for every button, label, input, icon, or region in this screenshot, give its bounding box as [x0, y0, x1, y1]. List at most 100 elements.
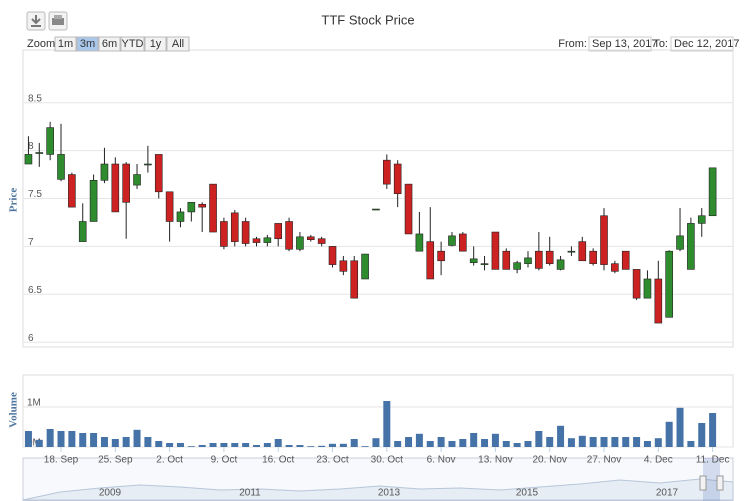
volume-bar	[24, 431, 32, 447]
candle-body	[415, 233, 424, 252]
volume-bar	[231, 443, 239, 447]
volume-bar	[198, 445, 206, 447]
candle-body	[459, 233, 467, 252]
to-input[interactable]	[670, 36, 734, 52]
y-tick-label: 8.5	[28, 93, 42, 104]
zoom-button[interactable]	[120, 36, 145, 52]
candle-body	[687, 223, 695, 270]
volume-bar	[220, 443, 228, 447]
volume-bar	[557, 425, 565, 447]
from-label: From:	[558, 38, 587, 50]
navigator-label: 2011	[239, 488, 261, 499]
x-tick-label: 20. Nov	[532, 455, 566, 466]
volume-bar	[502, 441, 510, 447]
to-label: To:	[653, 38, 668, 50]
x-tick-label: 4. Dec	[644, 455, 673, 466]
candle-body	[133, 174, 141, 186]
y-tick-label: 6	[28, 333, 34, 344]
volume-bar	[622, 437, 630, 447]
zoom-button-label: YTD	[122, 38, 144, 50]
volume-bar	[513, 443, 521, 447]
volume-bar	[35, 439, 43, 447]
candle-body	[176, 211, 185, 222]
candle-body	[469, 258, 478, 263]
candle-body	[252, 238, 261, 243]
zoom-button[interactable]	[144, 36, 167, 52]
candle-body	[437, 250, 445, 262]
volume-bar	[111, 439, 119, 447]
navigator[interactable]	[22, 457, 734, 501]
volume-bar	[350, 439, 358, 447]
volume-tick-label: 0M	[27, 438, 41, 449]
candle-body	[296, 236, 304, 250]
volume-bar	[600, 437, 608, 447]
volume-bar	[415, 433, 423, 447]
x-tick-label: 9. Oct	[211, 455, 238, 466]
zoom-button[interactable]	[98, 36, 121, 52]
print-button[interactable]	[48, 11, 68, 31]
candle-body	[632, 269, 641, 299]
download-button[interactable]	[26, 11, 46, 31]
candle-body	[535, 250, 543, 269]
candle-body	[578, 241, 587, 262]
x-tick-label: 11. Dec	[696, 455, 730, 466]
candle-body	[426, 241, 435, 280]
navigator-label: 2017	[656, 488, 679, 499]
volume-bar	[68, 431, 76, 447]
volume-bar	[383, 401, 391, 447]
candle-body	[285, 221, 293, 250]
candle-body	[111, 163, 120, 213]
volume-bar	[79, 433, 87, 447]
volume-bar	[567, 438, 575, 447]
zoom-button-label: 1m	[58, 38, 73, 50]
candle-body	[35, 152, 44, 154]
candle-body	[697, 215, 706, 224]
volume-bar	[285, 445, 293, 447]
volume-bar	[665, 421, 673, 447]
candle-body	[513, 262, 521, 270]
zoom-button[interactable]	[76, 36, 99, 52]
candle-body	[524, 257, 532, 264]
candle-body	[274, 223, 283, 240]
volume-bar	[46, 429, 54, 447]
candle-body	[480, 263, 489, 265]
candle-body	[100, 163, 109, 181]
candle-body	[24, 154, 33, 165]
candle-body	[144, 163, 152, 166]
candle-body	[643, 278, 652, 299]
volume-bar	[524, 441, 532, 447]
candle-body	[317, 238, 326, 244]
volume-bar	[470, 433, 478, 447]
x-tick-label: 13. Nov	[478, 455, 512, 466]
volume-bar	[209, 443, 217, 447]
candle-body	[165, 191, 174, 222]
candle-body	[339, 260, 348, 272]
x-tick-label: 27. Nov	[587, 455, 621, 466]
x-tick-label: 23. Oct	[316, 455, 348, 466]
volume-bar	[57, 431, 65, 447]
volume-bar	[155, 441, 163, 447]
volume-bar	[372, 438, 380, 447]
x-tick-label: 25. Sep	[98, 455, 133, 466]
volume-bar	[698, 423, 706, 447]
zoom-button-label: 3m	[80, 38, 95, 50]
to-date: Dec 12, 2017	[674, 38, 739, 50]
candle-body	[665, 250, 673, 318]
candle-body	[654, 278, 663, 324]
zoom-button[interactable]	[54, 36, 77, 52]
volume-bar	[459, 439, 467, 447]
navigator-label: 2009	[99, 488, 122, 499]
volume-bar	[405, 437, 413, 447]
candle-body	[556, 259, 565, 270]
candle-body	[600, 215, 608, 265]
volume-bar	[687, 441, 695, 447]
volume-axis-title: Volume	[8, 392, 20, 428]
volume-bar	[100, 437, 108, 447]
zoom-label: Zoom	[27, 38, 55, 50]
volume-bar	[361, 446, 369, 447]
candle-body	[372, 208, 380, 211]
zoom-button[interactable]	[166, 36, 190, 52]
from-input[interactable]	[588, 36, 652, 52]
